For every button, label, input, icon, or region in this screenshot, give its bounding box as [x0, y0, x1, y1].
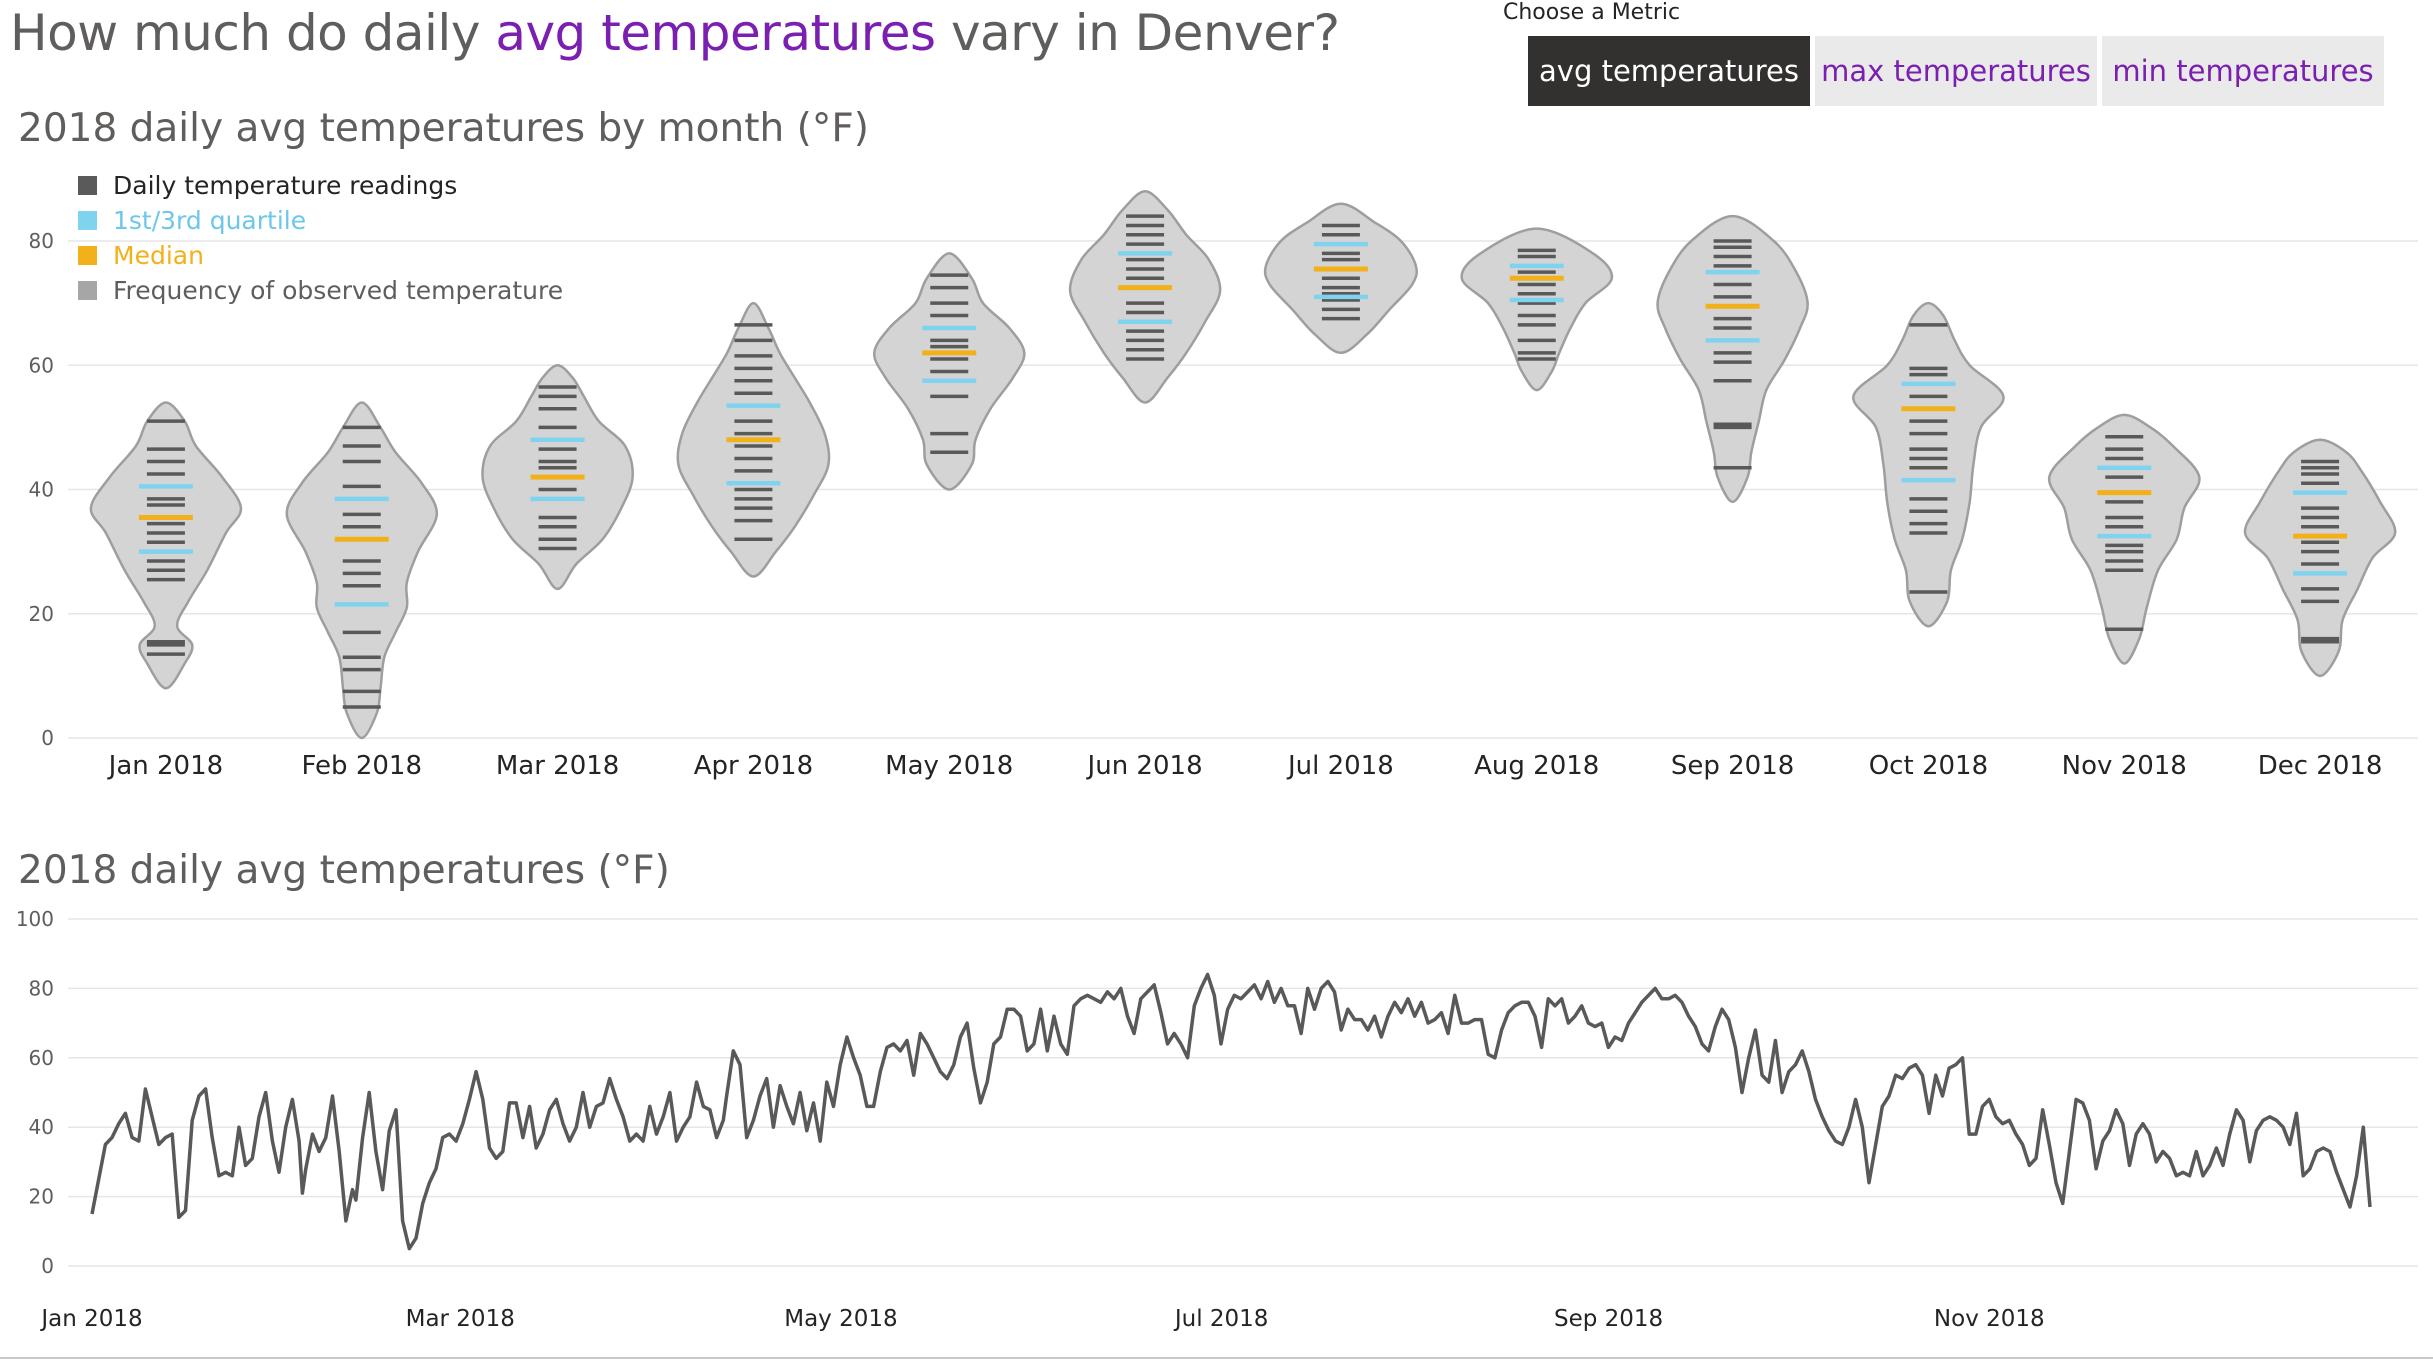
line-ytick-label: 20 — [29, 1185, 54, 1209]
legend-swatch-readings — [78, 176, 97, 195]
violin-xtick-label: Sep 2018 — [1671, 751, 1794, 781]
violin-chart: 0 20 40 60 80 Jan 2018 Feb 2018 Mar 2018 Apr 201… — [29, 190, 2418, 781]
violin-xtick-label: Jan 2018 — [107, 751, 224, 781]
line-chart-title: 2018 daily avg temperatures (°F) — [18, 848, 670, 893]
temperature-line — [90, 972, 2372, 1251]
line-ytick-label: 80 — [29, 976, 54, 1000]
violin-xtick-label: Jul 2018 — [1286, 751, 1394, 781]
violin-shape — [89, 401, 243, 690]
title-metric: avg temperatures — [495, 4, 936, 62]
line-xtick-label: Mar 2018 — [406, 1306, 515, 1332]
line-ytick-label: 0 — [41, 1254, 54, 1278]
line-ytick-label: 40 — [29, 1115, 54, 1139]
violin-ytick-label: 60 — [29, 353, 54, 377]
line-ytick-label: 60 — [29, 1046, 54, 1070]
violin-ytick-label: 80 — [29, 229, 54, 253]
legend-swatch-median — [78, 246, 97, 265]
title-suffix: vary in Denver? — [950, 4, 1340, 62]
violin-shape — [1852, 301, 2005, 628]
line-xtick-label: Jan 2018 — [39, 1306, 142, 1332]
violin-ytick-label: 0 — [41, 726, 54, 750]
legend-label-readings: Daily temperature readings — [113, 171, 458, 200]
metric-button-avg[interactable]: avg temperatures — [1528, 36, 1810, 106]
violin-xtick-label: Apr 2018 — [694, 751, 813, 781]
metric-button-max[interactable]: max temperatures — [1815, 36, 2097, 106]
legend-item-quartile: 1st/3rd quartile — [78, 203, 563, 238]
violin-chart-title: 2018 daily avg temperatures by month (°F… — [18, 106, 870, 151]
line-xtick-label: May 2018 — [784, 1306, 897, 1332]
violin-xtick-label: Oct 2018 — [1869, 751, 1988, 781]
violin-ytick-label: 20 — [29, 602, 54, 626]
legend-label-quartile: 1st/3rd quartile — [113, 206, 307, 235]
legend-item-median: Median — [78, 238, 563, 273]
line-xtick-label: Nov 2018 — [1934, 1306, 2045, 1332]
violin-ytick-label: 40 — [29, 478, 54, 502]
metric-prompt: Choose a Metric — [1503, 0, 1681, 25]
legend-swatch-quartile — [78, 211, 97, 230]
metric-button-min[interactable]: min temperatures — [2102, 36, 2384, 106]
page-title: How much do daily avg temperatures vary … — [10, 4, 1340, 62]
line-ytick-label: 100 — [16, 907, 54, 931]
violin-xtick-label: May 2018 — [885, 751, 1013, 781]
legend-item-readings: Daily temperature readings — [78, 168, 563, 203]
title-prefix: How much do daily — [10, 4, 480, 62]
line-xtick-label: Sep 2018 — [1554, 1306, 1663, 1332]
legend-swatch-frequency — [78, 281, 97, 300]
legend-item-frequency: Frequency of observed temperature — [78, 273, 563, 308]
violin-xtick-label: Nov 2018 — [2062, 751, 2187, 781]
violin-xtick-label: Jun 2018 — [1086, 751, 1203, 781]
legend-label-frequency: Frequency of observed temperature — [113, 276, 564, 305]
violin-shape — [1068, 190, 1222, 404]
legend-label-median: Median — [113, 241, 204, 270]
violin-xtick-label: Aug 2018 — [1474, 751, 1599, 781]
violin-xtick-label: Mar 2018 — [496, 751, 620, 781]
violin-xtick-label: Dec 2018 — [2258, 751, 2383, 781]
violin-xtick-label: Feb 2018 — [302, 751, 422, 781]
violin-shape — [2243, 438, 2397, 678]
violin-shape — [1460, 227, 1614, 392]
line-xtick-label: Jul 2018 — [1173, 1306, 1269, 1332]
violin-shape — [285, 401, 439, 740]
violin-legend: Daily temperature readings 1st/3rd quart… — [78, 168, 563, 308]
violin-shape — [1656, 214, 1809, 504]
violin-shape — [2047, 413, 2201, 665]
